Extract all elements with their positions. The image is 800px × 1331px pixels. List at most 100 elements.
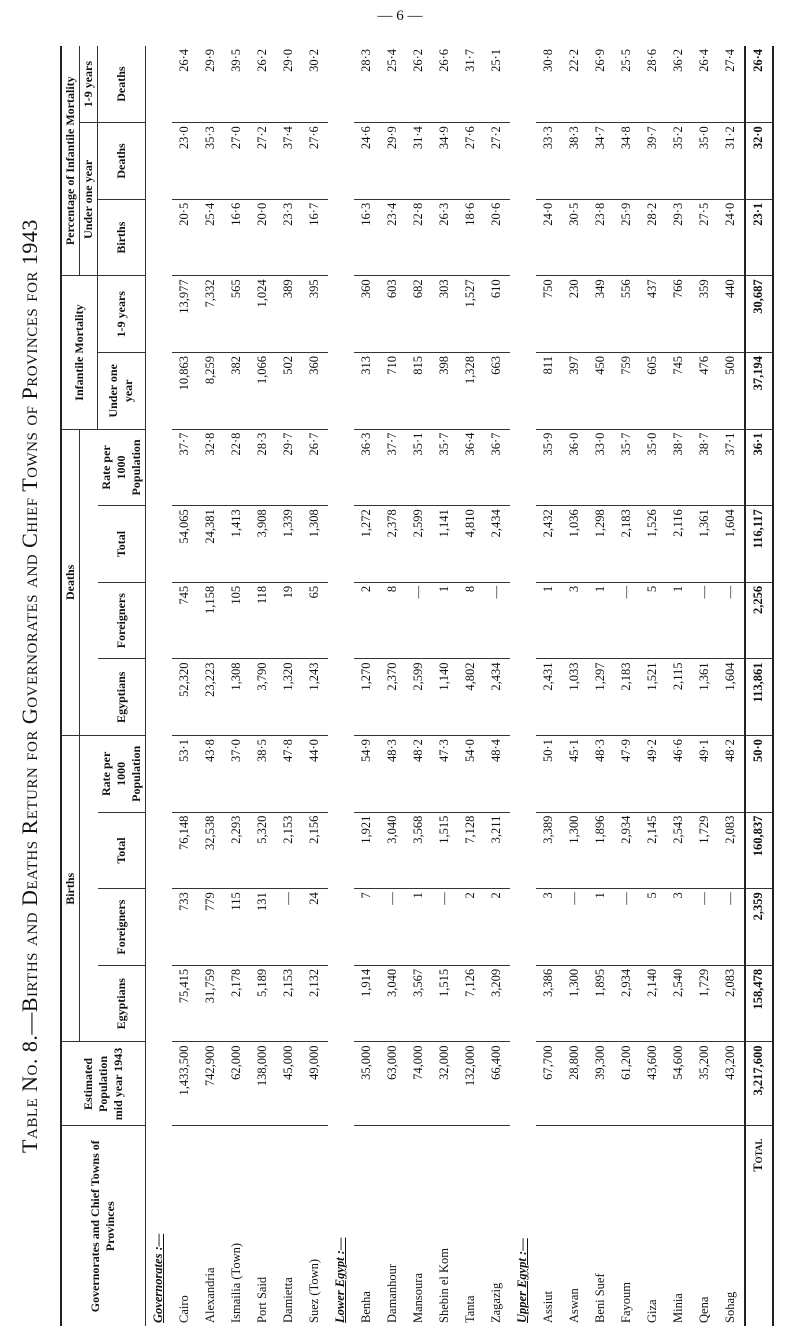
cell: 35·1 <box>405 429 432 506</box>
row-name: Shebin el Kom <box>437 1248 451 1323</box>
cell: 2,359 <box>744 888 773 966</box>
cell: 23·1 <box>744 199 773 276</box>
cell: 1,024 <box>249 275 276 353</box>
column-header: Egyptians <box>97 965 145 1042</box>
row-name: Minia <box>671 1293 685 1323</box>
table-row: Alexandria 742,900 31,759 779 32,538 43·8 23,2… <box>197 46 224 1326</box>
cell: 1,066 <box>249 352 276 430</box>
cell: 36·3 <box>353 429 380 506</box>
cell: — <box>691 888 718 966</box>
cell: 26·9 <box>587 46 614 123</box>
cell: 3 <box>665 888 692 966</box>
cell: 1,921 <box>353 812 380 889</box>
cell: 437 <box>639 275 666 353</box>
cell: 36·1 <box>744 429 773 506</box>
table-row: Suez (Town) 49,000 2,132 24 2,156 44·0 1,243 65… <box>301 46 328 1326</box>
cell: 1,308 <box>301 505 328 583</box>
cell: 49·2 <box>639 735 666 813</box>
cell: 23,223 <box>197 658 224 736</box>
cell: 7,332 <box>197 275 224 353</box>
cell: 38·7 <box>665 429 692 506</box>
table-row: Damietta 45,000 2,153—2,153 47·8 1,320 19 1,33… <box>275 46 302 1326</box>
table-row: Ismailia (Town) 62,000 2,178 115 2,293 37·0 1,… <box>223 46 250 1326</box>
cell: — <box>613 888 640 966</box>
table-row: Zagazig 66,400 3,209 2 3,211 48·4 2,434—2,434 3… <box>483 46 510 1326</box>
cell: — <box>483 582 510 659</box>
cell: 132,000 <box>457 1042 484 1126</box>
column-header: 1-9 years <box>97 275 145 353</box>
cell: 26·4 <box>691 46 718 123</box>
header-deaths: Deaths <box>61 429 80 736</box>
cell: 35·0 <box>639 429 666 506</box>
cell: 2,293 <box>223 812 250 889</box>
table-row: Beni Suef 39,300 1,895 1 1,896 48·3 1,297 1 1,29… <box>587 46 614 1326</box>
cell: 30,687 <box>744 275 773 353</box>
cell: 63,000 <box>379 1042 406 1126</box>
cell: 398 <box>431 352 458 430</box>
cell: 4,810 <box>457 505 484 583</box>
table-body: Governorates :— Cairo 1,433,500 75,415 733 76… <box>145 46 773 1326</box>
table-row: Aswan 28,800 1,300—1,300 45·1 1,033 3 1,036 36·… <box>561 46 588 1326</box>
cell: 2,370 <box>379 658 406 736</box>
cell: 45·1 <box>561 735 588 813</box>
cell: 2,599 <box>405 505 432 583</box>
cell: 53·1 <box>171 735 198 813</box>
cell: 49,000 <box>301 1042 328 1126</box>
cell: 118 <box>249 582 276 659</box>
cell: 37·7 <box>171 429 198 506</box>
cell: — <box>431 888 458 966</box>
data-table: Governorates and Chief Towns of Province… <box>60 46 774 1326</box>
cell: 25·4 <box>379 46 406 123</box>
cell: 65 <box>301 582 328 659</box>
cell: 39,300 <box>587 1042 614 1126</box>
table-row: Tanta 132,000 7,126 2 7,128 54·0 4,802 8 4,810 36… <box>457 46 484 1326</box>
row-name: Zagazig <box>489 1282 503 1323</box>
cell: 16·6 <box>223 199 250 276</box>
header-percentage: Percentage of Infantile Mortality <box>61 46 80 276</box>
cell: 8 <box>457 582 484 659</box>
cell: 1,033 <box>561 658 588 736</box>
cell: 24 <box>301 888 328 966</box>
cell: 603 <box>379 275 406 353</box>
cell: 2 <box>457 888 484 966</box>
cell: 1,272 <box>353 505 380 583</box>
cell: 303 <box>431 275 458 353</box>
section-label: Upper Egypt :— <box>515 1238 529 1323</box>
cell: 3,040 <box>379 965 406 1042</box>
cell: 1,361 <box>691 505 718 583</box>
cell: 27·0 <box>223 122 250 200</box>
cell: 556 <box>613 275 640 353</box>
cell: 48·2 <box>405 735 432 813</box>
cell: 25·5 <box>613 46 640 123</box>
row-name: Sohag <box>723 1291 737 1323</box>
cell: 33·0 <box>587 429 614 506</box>
cell: 502 <box>275 352 302 430</box>
cell: 2,153 <box>275 965 302 1042</box>
page-number: — 6 — <box>377 8 423 24</box>
cell: 733 <box>171 888 198 966</box>
cell: 47·9 <box>613 735 640 813</box>
cell: 36·4 <box>457 429 484 506</box>
cell: 1,320 <box>275 658 302 736</box>
table-head: Governorates and Chief Towns of Province… <box>61 46 145 1326</box>
cell: 27·6 <box>457 122 484 200</box>
cell: 2,256 <box>744 582 773 659</box>
cell: 5 <box>639 888 666 966</box>
cell: 22·2 <box>561 46 588 123</box>
cell: 2,378 <box>379 505 406 583</box>
cell: 49·1 <box>691 735 718 813</box>
column-header: Deaths <box>97 122 145 200</box>
cell: 4,802 <box>457 658 484 736</box>
cell: 24,381 <box>197 505 224 583</box>
cell: 54·0 <box>457 735 484 813</box>
cell: 37·7 <box>379 429 406 506</box>
row-name: Alexandria <box>203 1267 217 1323</box>
cell: 37·0 <box>223 735 250 813</box>
cell: 3,209 <box>483 965 510 1042</box>
cell: 1,526 <box>639 505 666 583</box>
spacer <box>79 429 98 736</box>
cell: 26·4 <box>171 46 198 123</box>
cell: 1,270 <box>353 658 380 736</box>
cell: 35,200 <box>691 1042 718 1126</box>
